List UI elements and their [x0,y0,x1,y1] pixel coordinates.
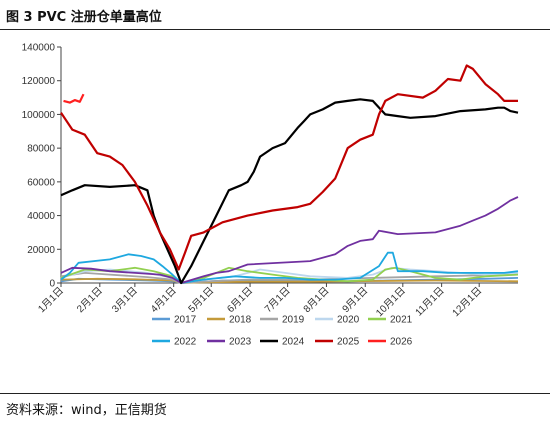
source-note: 资料来源：wind，正信期货 [6,403,167,418]
bottom-rule [0,393,550,394]
series-line-2023 [60,196,519,284]
legend-label-2022: 2022 [174,337,197,348]
x-tick-label: 7月1日 [262,285,292,315]
x-tick-label: 12月1日 [450,285,484,319]
x-tick-label: 6月1日 [225,285,255,315]
line-chart: 0 20000 40000 60000 80000 100000 120000 140000 1… [22,43,519,348]
chart-legend: 2017 2018 2019 2020 2021 2022 2023 2024 2025 2026 [152,315,413,348]
series-line-2026 [63,93,85,104]
x-tick-label: 9月1日 [340,285,370,315]
legend-label-2017: 2017 [174,315,197,326]
y-tick-label: 120000 [22,76,56,87]
x-tick-label: 2月1日 [74,285,104,315]
series-line-2021 [60,266,519,284]
y-tick-label: 0 [49,279,55,290]
legend-label-2024: 2024 [282,337,305,348]
figure-title: 图 3 PVC 注册仓单量高位 [6,10,162,25]
y-tick-label: 80000 [27,144,55,155]
y-tick-label: 60000 [27,177,55,188]
x-tick-label: 4月1日 [148,285,178,315]
y-tick-label: 100000 [22,110,56,121]
x-tick-label: 5月1日 [186,285,216,315]
top-rule [0,29,550,30]
x-tick-label: 11月1日 [413,285,447,319]
x-tick-label: 8月1日 [301,285,331,315]
series-line-2025 [60,64,518,271]
series-line-2022 [60,251,519,284]
chart-lines [60,64,519,285]
legend-label-2025: 2025 [337,337,360,348]
y-tick-label: 20000 [27,245,55,256]
y-tick-label: 40000 [27,211,55,222]
y-tick-label: 140000 [22,43,56,54]
legend-label-2020: 2020 [337,315,360,326]
legend-label-2023: 2023 [229,337,252,348]
series-line-2019 [60,271,519,284]
legend-label-2018: 2018 [229,315,252,326]
legend-label-2026: 2026 [390,337,413,348]
legend-label-2021: 2021 [390,315,413,326]
legend-label-2019: 2019 [282,315,305,326]
series-line-2024 [60,98,519,285]
x-tick-label: 3月1日 [109,285,139,315]
